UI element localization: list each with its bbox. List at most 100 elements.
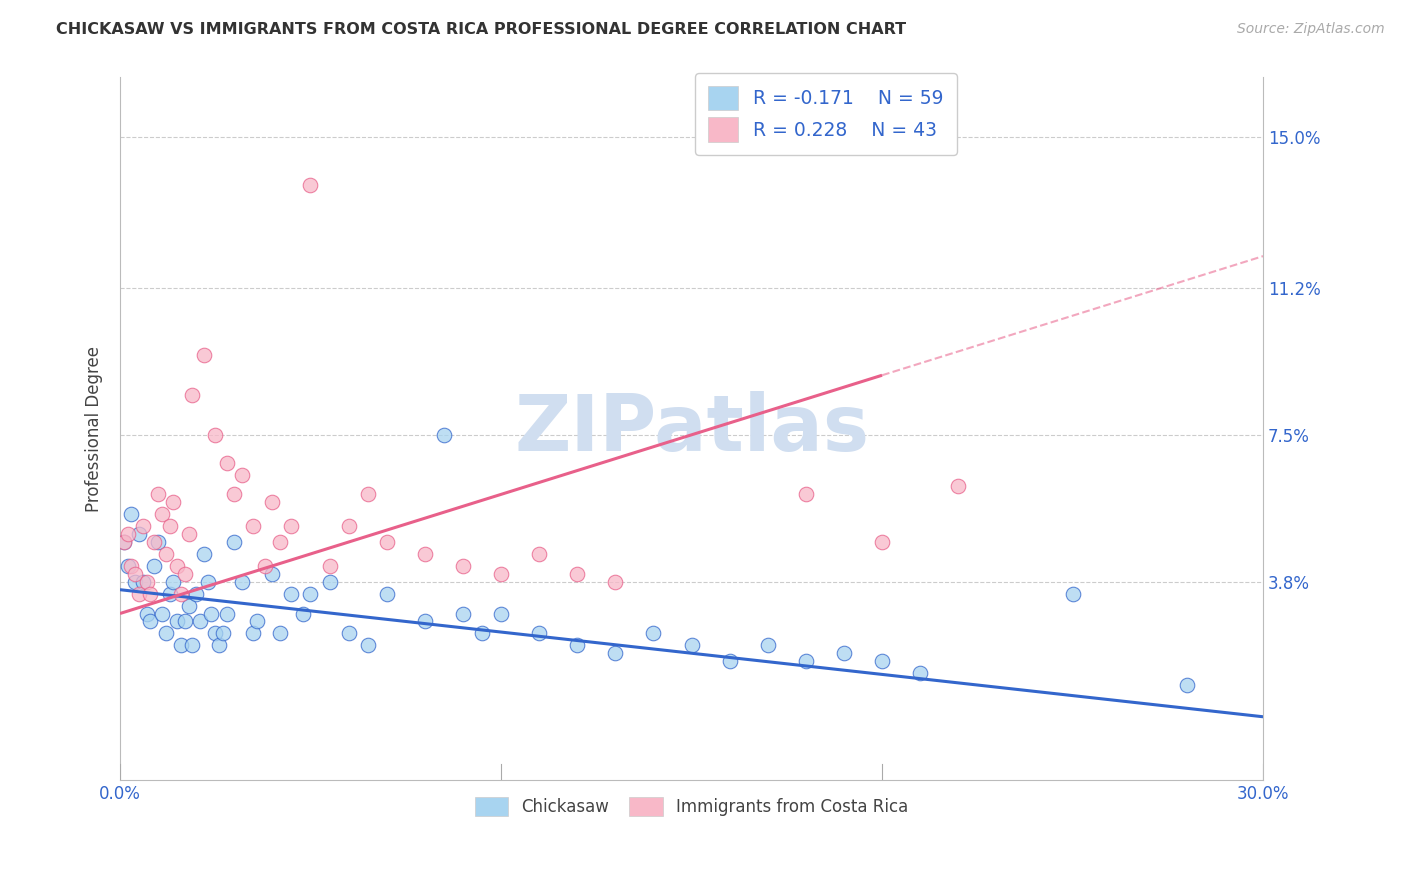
Point xyxy=(269,626,291,640)
Point xyxy=(1175,678,1198,692)
Point xyxy=(224,535,246,549)
Point xyxy=(139,615,162,629)
Point xyxy=(112,535,135,549)
Point xyxy=(318,574,340,589)
Point xyxy=(155,547,177,561)
Point xyxy=(413,547,436,561)
Point xyxy=(162,495,184,509)
Point xyxy=(146,535,169,549)
Point xyxy=(948,479,970,493)
Point xyxy=(681,638,703,652)
Point xyxy=(197,574,219,589)
Point xyxy=(208,638,231,652)
Point xyxy=(908,666,931,681)
Point xyxy=(262,566,284,581)
Point xyxy=(146,487,169,501)
Point xyxy=(567,638,589,652)
Point xyxy=(280,519,302,533)
Point xyxy=(143,535,166,549)
Point xyxy=(269,535,291,549)
Point xyxy=(299,178,322,192)
Point xyxy=(200,607,222,621)
Point xyxy=(356,487,378,501)
Point xyxy=(413,615,436,629)
Point xyxy=(794,654,817,668)
Point xyxy=(242,519,264,533)
Point xyxy=(231,574,253,589)
Point xyxy=(204,427,226,442)
Point xyxy=(128,587,150,601)
Point xyxy=(527,626,550,640)
Point xyxy=(162,574,184,589)
Point xyxy=(177,599,200,613)
Point xyxy=(150,607,173,621)
Point xyxy=(433,427,456,442)
Point xyxy=(262,495,284,509)
Point xyxy=(132,574,155,589)
Point xyxy=(211,626,233,640)
Point xyxy=(253,558,276,573)
Point xyxy=(870,535,893,549)
Point xyxy=(718,654,741,668)
Point xyxy=(471,626,494,640)
Point xyxy=(643,626,665,640)
Point xyxy=(356,638,378,652)
Point xyxy=(128,527,150,541)
Point xyxy=(173,566,195,581)
Point xyxy=(318,558,340,573)
Point xyxy=(124,574,146,589)
Text: CHICKASAW VS IMMIGRANTS FROM COSTA RICA PROFESSIONAL DEGREE CORRELATION CHART: CHICKASAW VS IMMIGRANTS FROM COSTA RICA … xyxy=(56,22,907,37)
Point xyxy=(489,566,512,581)
Point xyxy=(605,646,627,660)
Point xyxy=(794,487,817,501)
Point xyxy=(1062,587,1084,601)
Point xyxy=(567,566,589,581)
Text: ZIPatlas: ZIPatlas xyxy=(515,391,869,467)
Point xyxy=(215,456,238,470)
Legend: Chickasaw, Immigrants from Costa Rica: Chickasaw, Immigrants from Costa Rica xyxy=(467,789,917,825)
Point xyxy=(150,508,173,522)
Point xyxy=(170,638,193,652)
Point xyxy=(181,388,204,402)
Point xyxy=(231,467,253,482)
Point xyxy=(124,566,146,581)
Point xyxy=(143,558,166,573)
Point xyxy=(132,519,155,533)
Point xyxy=(159,519,181,533)
Point xyxy=(605,574,627,589)
Point xyxy=(135,607,157,621)
Point xyxy=(527,547,550,561)
Point xyxy=(489,607,512,621)
Point xyxy=(166,615,188,629)
Point xyxy=(242,626,264,640)
Point xyxy=(832,646,855,660)
Point xyxy=(337,519,360,533)
Point xyxy=(756,638,779,652)
Point xyxy=(159,587,181,601)
Point xyxy=(280,587,302,601)
Point xyxy=(215,607,238,621)
Point xyxy=(204,626,226,640)
Point xyxy=(246,615,269,629)
Point xyxy=(870,654,893,668)
Point xyxy=(177,527,200,541)
Point xyxy=(291,607,314,621)
Point xyxy=(117,527,139,541)
Point xyxy=(337,626,360,640)
Point xyxy=(166,558,188,573)
Point xyxy=(120,558,142,573)
Point xyxy=(451,558,474,573)
Point xyxy=(186,587,208,601)
Point xyxy=(188,615,211,629)
Point xyxy=(299,587,322,601)
Point xyxy=(451,607,474,621)
Point xyxy=(375,535,398,549)
Point xyxy=(224,487,246,501)
Point xyxy=(173,615,195,629)
Point xyxy=(112,535,135,549)
Point xyxy=(120,508,142,522)
Y-axis label: Professional Degree: Professional Degree xyxy=(86,346,103,512)
Point xyxy=(375,587,398,601)
Point xyxy=(181,638,204,652)
Point xyxy=(193,547,215,561)
